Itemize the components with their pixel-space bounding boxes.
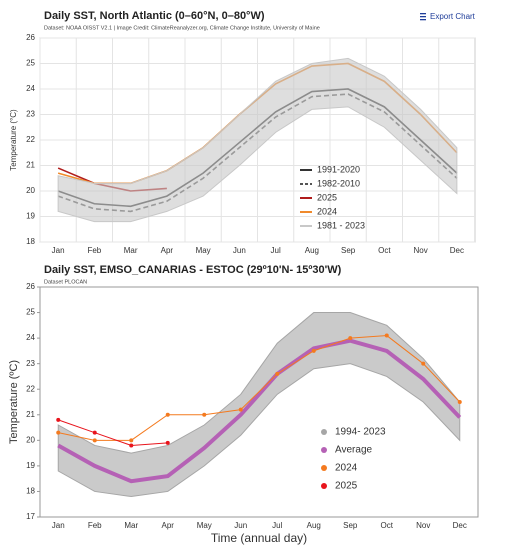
x-tick-label: Mar (124, 521, 138, 530)
data-point (457, 400, 462, 404)
data-point (56, 417, 61, 422)
chart-title: Daily SST, EMSO_CANARIAS - ESTOC (29º10'… (44, 264, 342, 276)
y-tick-label: 22 (26, 135, 35, 144)
x-tick-label: Jan (52, 521, 65, 530)
x-tick-label: Aug (307, 521, 321, 530)
y-tick-label: 20 (26, 186, 35, 195)
x-tick-label: Aug (305, 246, 319, 255)
x-tick-label: Sep (341, 246, 356, 255)
y-tick-label: 19 (26, 212, 35, 221)
y-tick-label: 23 (26, 110, 35, 119)
legend-label: 2024 (317, 206, 337, 216)
x-tick-label: Dec (453, 521, 467, 530)
x-tick-label: Dec (450, 246, 464, 255)
x-tick-label: Oct (378, 246, 391, 255)
series-line (57, 338, 462, 484)
y-tick-label: 24 (26, 84, 35, 93)
data-point (238, 407, 243, 412)
legend-label: 2024 (335, 463, 358, 474)
y-tick-label: 21 (26, 410, 35, 419)
data-point (165, 440, 170, 445)
x-axis-label: Time (annual day) (211, 531, 307, 545)
x-tick-label: May (197, 521, 212, 530)
export-button[interactable]: Export Chart (420, 12, 476, 21)
legend-label: Average (335, 445, 373, 456)
x-tick-label: Jun (234, 521, 247, 530)
x-tick-label: Apr (162, 521, 175, 530)
range-band (57, 57, 458, 223)
chart-subtitle: Dataset: NOAA OISST V2.1 | Image Credit:… (44, 25, 320, 31)
data-point (129, 438, 134, 443)
legend-swatch (321, 483, 327, 489)
x-tick-label: Feb (87, 246, 101, 255)
x-tick-label: Jun (233, 246, 246, 255)
x-tick-label: Jul (271, 246, 281, 255)
series-line (58, 419, 168, 446)
export-label[interactable]: Export Chart (430, 12, 476, 21)
y-tick-label: 19 (26, 461, 35, 470)
x-tick-label: May (196, 246, 211, 255)
y-tick-label: 21 (26, 161, 35, 170)
y-tick-label: 18 (26, 487, 35, 496)
export-icon (420, 13, 426, 15)
data-point (421, 361, 426, 366)
x-tick-label: Apr (161, 246, 174, 255)
export-icon (420, 16, 426, 18)
x-tick-label: Mar (124, 246, 138, 255)
x-tick-label: Jul (272, 521, 282, 530)
data-point (56, 430, 61, 435)
x-tick-label: Nov (416, 521, 430, 530)
data-point (348, 336, 353, 341)
range-band (57, 312, 461, 498)
y-tick-label: 22 (26, 384, 35, 393)
chart-title: Daily SST, North Atlantic (0–60°N, 0–80°… (44, 10, 265, 22)
legend-label: 2025 (335, 481, 358, 492)
y-tick-label: 18 (26, 237, 35, 246)
y-tick-label: 20 (26, 435, 35, 444)
y-tick-label: 25 (26, 308, 35, 317)
data-point (275, 371, 280, 376)
plot-area (39, 286, 479, 518)
y-tick-label: 17 (26, 512, 35, 521)
data-point (92, 430, 97, 435)
series-line (58, 335, 461, 441)
legend-label: 1981 - 2023 (317, 220, 365, 230)
y-tick-label: 24 (26, 333, 35, 342)
export-icon (420, 19, 426, 21)
chart-subtitle: Dataset PLOCAN (44, 279, 87, 285)
data-point (129, 443, 134, 448)
data-point (311, 348, 316, 353)
y-axis-label: Temperature (ºC) (8, 360, 20, 444)
x-tick-label: Feb (88, 521, 102, 530)
y-tick-label: 26 (26, 282, 35, 291)
legend-swatch (321, 447, 327, 453)
data-point (92, 438, 97, 443)
y-tick-label: 25 (26, 59, 35, 68)
y-axis-label: Temperature (°C) (9, 109, 18, 171)
legend-label: 1982-2010 (317, 178, 360, 188)
x-tick-label: Oct (381, 521, 394, 530)
x-tick-label: Sep (343, 521, 358, 530)
x-tick-label: Jan (52, 246, 65, 255)
legend-swatch (321, 429, 327, 435)
legend-label: 1991-2020 (317, 164, 360, 174)
legend-label: 1994- 2023 (335, 427, 386, 438)
data-point (384, 333, 389, 338)
y-tick-label: 26 (26, 33, 35, 42)
data-point (165, 412, 170, 417)
y-tick-label: 23 (26, 359, 35, 368)
data-point (202, 412, 207, 417)
legend-swatch (321, 465, 327, 471)
x-tick-label: Nov (414, 246, 428, 255)
legend-label: 2025 (317, 192, 337, 202)
